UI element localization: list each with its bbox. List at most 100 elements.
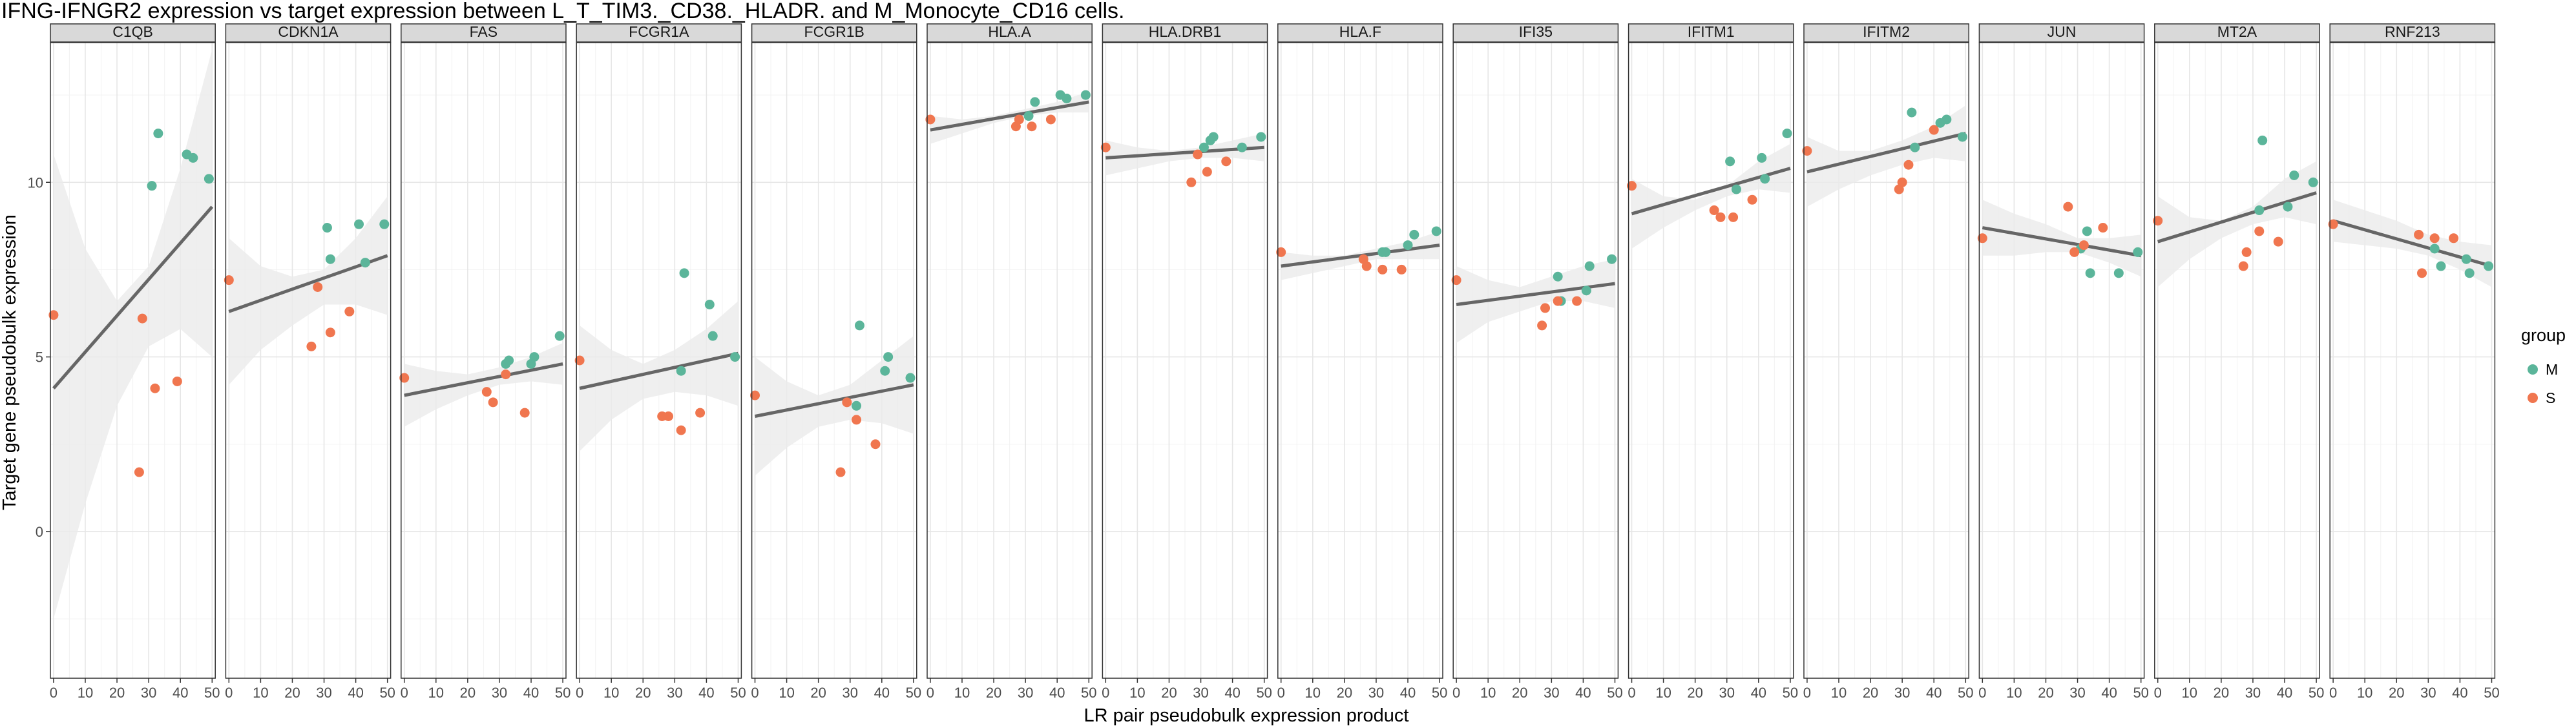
facet-strip	[50, 23, 216, 43]
confidence-band	[229, 196, 388, 385]
x-tick-label: 10	[2006, 685, 2022, 701]
data-point-m	[704, 299, 715, 309]
y-axis-title: Target gene pseudobulk expression	[0, 214, 20, 510]
data-point-m	[1409, 229, 1419, 240]
x-tick-label: 0	[401, 685, 408, 701]
data-point-s	[134, 467, 144, 477]
facet-strip	[576, 23, 742, 43]
x-tick-label: 10	[78, 685, 93, 701]
x-tick-label: 40	[698, 685, 714, 701]
facet-strip	[401, 23, 567, 43]
x-axis-title: LR pair pseudobulk expression product	[1084, 705, 1409, 726]
panel-border	[927, 42, 1093, 679]
x-tick-label: 30	[667, 685, 682, 701]
x-tick-label: 50	[2484, 685, 2499, 701]
data-point-s	[481, 387, 492, 397]
data-point-s	[2328, 219, 2338, 229]
legend-key-s	[2528, 393, 2538, 403]
panel-border	[2329, 42, 2496, 679]
x-tick-label: 10	[428, 685, 444, 701]
data-point-m	[2085, 268, 2095, 278]
x-tick-label: 0	[751, 685, 759, 701]
regression-line	[930, 100, 1089, 132]
data-point-s	[2241, 247, 2252, 257]
legend-title: group	[2521, 326, 2566, 345]
data-point-s	[1728, 212, 1739, 222]
gridlines	[1453, 43, 1618, 678]
data-point-s	[1537, 320, 1547, 331]
confidence-band	[2157, 161, 2317, 287]
facet-strip	[2329, 23, 2496, 43]
x-tick-label: 40	[348, 685, 363, 701]
x-tick-label: 10	[1480, 685, 1496, 701]
regression-line	[579, 351, 739, 390]
data-point-s	[2069, 247, 2080, 257]
facet-strip-label: RNF213	[2385, 23, 2440, 40]
data-point-m	[2133, 247, 2143, 257]
x-tick-label: 40	[1575, 685, 1591, 701]
x-tick-label: 40	[1400, 685, 1416, 701]
data-point-s	[172, 376, 182, 386]
data-point-m	[1907, 107, 1917, 118]
x-tick-label: 50	[204, 685, 220, 701]
data-point-m	[1942, 114, 1952, 125]
data-point-m	[1030, 97, 1040, 107]
y-axis: 0 5 10	[28, 174, 50, 540]
facet-strip-label: IFI35	[1519, 23, 1553, 40]
data-point-s	[1897, 177, 1907, 187]
data-point-s	[1903, 160, 1914, 170]
x-tick-label: 30	[1368, 685, 1384, 701]
data-point-m	[1199, 142, 1209, 152]
data-point-m	[1731, 184, 1741, 194]
facet-strip-label: IFITM2	[1863, 23, 1910, 40]
x-tick-label: 0	[576, 685, 583, 701]
x-tick-label: 10	[253, 685, 268, 701]
legend-label-s: S	[2546, 389, 2555, 406]
data-point-s	[1572, 296, 1582, 306]
regression-line	[2157, 191, 2317, 244]
x-tick-label: 0	[1277, 685, 1285, 701]
data-point-m	[1237, 142, 1247, 152]
data-point-s	[2063, 202, 2073, 212]
x-tick-label: 10	[779, 685, 794, 701]
data-point-s	[1193, 149, 1203, 160]
data-point-m	[1431, 226, 1441, 236]
facet-strip	[2154, 23, 2320, 43]
data-point-m	[204, 174, 214, 184]
data-point-m	[2464, 268, 2475, 278]
y-tick-label: 0	[36, 524, 43, 540]
facet-strip-label: C1QB	[112, 23, 153, 40]
data-point-s	[313, 282, 323, 292]
x-tick-label: 50	[1783, 685, 1798, 701]
data-point-m	[707, 331, 718, 341]
facet-strip	[1277, 23, 1443, 43]
data-point-m	[2257, 135, 2268, 145]
regression-line	[1982, 226, 2142, 258]
gridlines	[2154, 43, 2319, 678]
data-point-s	[1361, 261, 1372, 271]
facet-panel-fcgr1b: FCGR1B 0 10 20 30 40 50	[750, 23, 921, 701]
panel-border	[401, 42, 567, 679]
gridlines	[1979, 43, 2144, 678]
facet-strip-label: IFITM1	[1688, 23, 1735, 40]
data-point-m	[1760, 174, 1770, 184]
legend-key-m	[2528, 364, 2538, 375]
data-point-s	[488, 397, 498, 408]
data-point-m	[1584, 261, 1595, 271]
data-point-s	[1540, 303, 1551, 313]
confidence-band	[1456, 259, 1615, 343]
facet-strip-label: FCGR1B	[804, 23, 864, 40]
data-point-m	[1208, 132, 1219, 142]
x-tick-label: 40	[1926, 685, 1942, 701]
x-tick-label: 20	[635, 685, 651, 701]
x-tick-label: 0	[50, 685, 58, 701]
confidence-band	[404, 343, 563, 427]
data-point-m	[2254, 205, 2265, 216]
panel-border	[1628, 42, 1794, 679]
facet-strip	[1803, 23, 1969, 43]
data-point-m	[880, 366, 890, 376]
facet-panel-cdkn1a: CDKN1A 0 10 20 30 40 50	[224, 23, 395, 701]
x-tick-label: 20	[1863, 685, 1878, 701]
x-tick-label: 20	[2038, 685, 2053, 701]
facet-strip-label: MT2A	[2217, 23, 2257, 40]
